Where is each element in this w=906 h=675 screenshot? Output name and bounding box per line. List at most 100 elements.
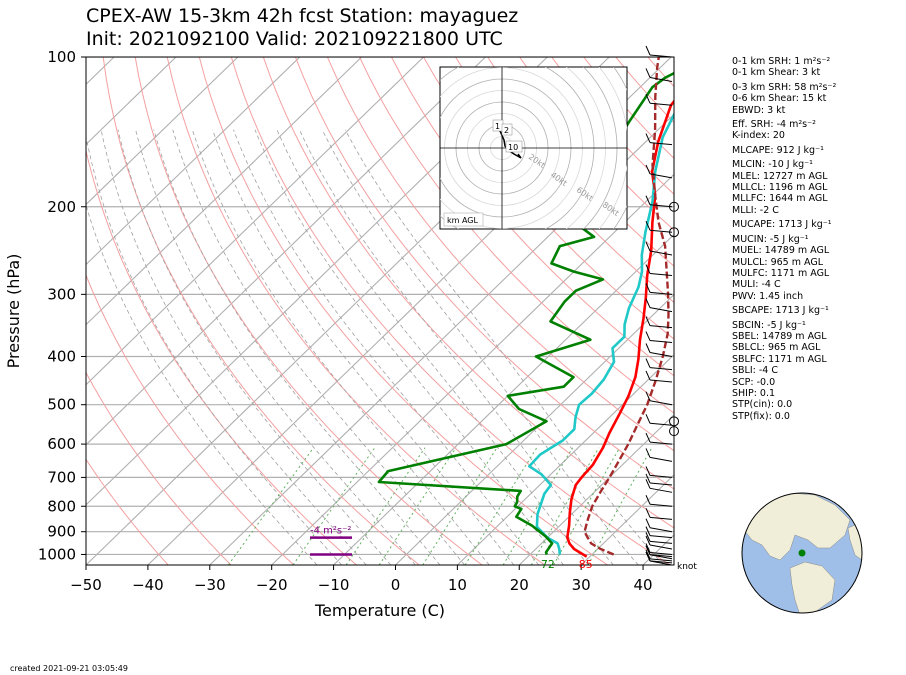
- index-line: SBLFC: 1171 m AGL: [732, 353, 827, 365]
- wind-barb: [645, 316, 673, 329]
- wind-barb: [645, 414, 673, 426]
- moist-adiabat: [100, 129, 367, 565]
- dry-adiabat: [230, 57, 671, 565]
- dry-adiabat: [391, 57, 674, 377]
- dry-adiabat: [102, 57, 420, 565]
- virtual-temperature-line: [527, 111, 674, 555]
- indices-group: SBCIN: -5 J kg⁻¹ SBEL: 14789 m AGL SBLCL: …: [732, 320, 902, 423]
- moist-adiabat: [299, 129, 614, 565]
- axes: −50 −40 −30 −20 −10 0 10 20 30 40 100 200 300 400 500 6…: [38, 48, 653, 594]
- dry-adiabat: [359, 57, 674, 414]
- plot-background-lines: [86, 57, 674, 565]
- moist-adiabat: [117, 129, 392, 565]
- wind-barb: [645, 466, 673, 478]
- dry-adiabat: [262, 57, 674, 529]
- mixing-ratio-line: [292, 447, 376, 565]
- index-line: K-index: 20: [732, 130, 785, 142]
- index-line: MULFC: 1171 m AGL: [732, 267, 830, 279]
- dry-adiabat: [487, 57, 674, 267]
- isotherm: [86, 57, 486, 446]
- index-line: MLLCL: 1196 m AGL: [732, 182, 828, 194]
- indices-group: 0-1 km SRH: 1 m²s⁻² 0-1 km Shear: 3 kt: [732, 56, 902, 79]
- created-timestamp: created 2021-09-21 03:05:49: [10, 664, 128, 673]
- index-line: SBLCL: 965 m AGL: [732, 342, 821, 354]
- index-line: SHIP: 0.1: [732, 387, 776, 399]
- station-marker: [798, 549, 806, 557]
- isotherm: [86, 57, 363, 326]
- barb-unit-label: knot: [677, 562, 697, 572]
- globe-outline: [741, 492, 863, 614]
- surface-dewpoint-label: 72: [541, 558, 555, 571]
- mixing-ratio-line: [553, 447, 621, 565]
- index-line: STP(fix): 0.0: [732, 410, 790, 422]
- x-tick-label: −30: [194, 576, 226, 594]
- wind-barb: [645, 94, 673, 106]
- y-tick-label: 500: [47, 396, 76, 414]
- wind-barb: [645, 549, 673, 562]
- moist-adiabat: [254, 129, 564, 565]
- indices-group: 0-3 km SRH: 58 m²s⁻² 0-6 km Shear: 15 kt E…: [732, 82, 902, 116]
- x-tick-label: 10: [448, 576, 467, 594]
- calm-wind-circle: [669, 426, 679, 437]
- index-line: PWV: 1.45 inch: [732, 290, 804, 302]
- index-line: 0-6 km Shear: 15 kt: [732, 93, 827, 105]
- moist-adiabat: [153, 129, 441, 565]
- hodograph-height-label-box: [501, 123, 513, 136]
- wind-barb: [645, 133, 673, 146]
- wind-barb: [645, 195, 673, 208]
- index-line: MLCIN: -10 J kg⁻¹: [732, 159, 813, 171]
- wind-barb: [645, 264, 673, 277]
- dry-adiabat: [198, 57, 608, 565]
- y-tick-label: 800: [47, 497, 76, 515]
- isotherm: [456, 353, 674, 565]
- index-line: MLCAPE: 912 J kg⁻¹: [732, 144, 824, 156]
- index-line: MLEL: 12727 m AGL: [732, 170, 828, 182]
- y-tick-label: 200: [47, 198, 76, 216]
- wind-barb: [645, 479, 673, 493]
- wind-barb: [645, 473, 673, 486]
- mixing-ratio-line: [378, 447, 457, 565]
- dry-adiabat: [86, 371, 232, 565]
- hodograph-height-label: 10: [508, 143, 518, 152]
- wind-barb: [645, 331, 673, 344]
- isotherm: [86, 57, 424, 386]
- wind-barb: [645, 45, 673, 58]
- wind-barb: [645, 164, 673, 179]
- isotherm: [271, 173, 674, 565]
- calm-wind-circle: [669, 227, 679, 238]
- wind-barb: [645, 343, 673, 357]
- x-tick-label: −40: [132, 576, 164, 594]
- wind-barbs: [645, 45, 679, 566]
- x-axis-label: Temperature (C): [314, 601, 445, 620]
- x-tick-label: 0: [391, 576, 401, 594]
- wind-barb: [645, 432, 673, 445]
- parcel-trace-line: [583, 57, 670, 556]
- isotherm: [580, 474, 674, 565]
- index-line: MUEL: 14789 m AGL: [732, 245, 830, 257]
- globe-land: [742, 493, 862, 613]
- wind-barb: [645, 543, 673, 555]
- wind-barb: [645, 448, 673, 462]
- index-line: MLLI: -2 C: [732, 204, 779, 216]
- indices-group: MUCIN: -5 J kg⁻¹ MUEL: 14789 m AGL MULCL: …: [732, 234, 902, 302]
- dry-adiabat: [86, 148, 357, 565]
- moist-adiabat: [276, 129, 589, 565]
- dry-adiabat: [294, 57, 674, 490]
- moist-adiabat: [86, 134, 342, 565]
- index-line: Eff. SRH: -4 m²s⁻²: [732, 119, 816, 131]
- wind-barb: [645, 283, 673, 295]
- dry-adiabat: [86, 273, 295, 565]
- x-tick-label: 30: [572, 576, 591, 594]
- x-tick-label: 40: [634, 576, 653, 594]
- y-tick-label: 100: [47, 48, 76, 66]
- moist-adiabat: [233, 129, 540, 565]
- x-tick-label: −10: [318, 576, 350, 594]
- hodograph-label: km AGL: [447, 216, 479, 225]
- index-line: 0-1 km Shear: 3 kt: [732, 67, 821, 79]
- wind-barb: [645, 535, 673, 550]
- index-line: MULI: -4 C: [732, 279, 781, 291]
- index-line: MUCIN: -5 J kg⁻¹: [732, 233, 809, 245]
- indices-group: MLCAPE: 912 J kg⁻¹: [732, 145, 902, 156]
- wind-barb: [645, 508, 673, 520]
